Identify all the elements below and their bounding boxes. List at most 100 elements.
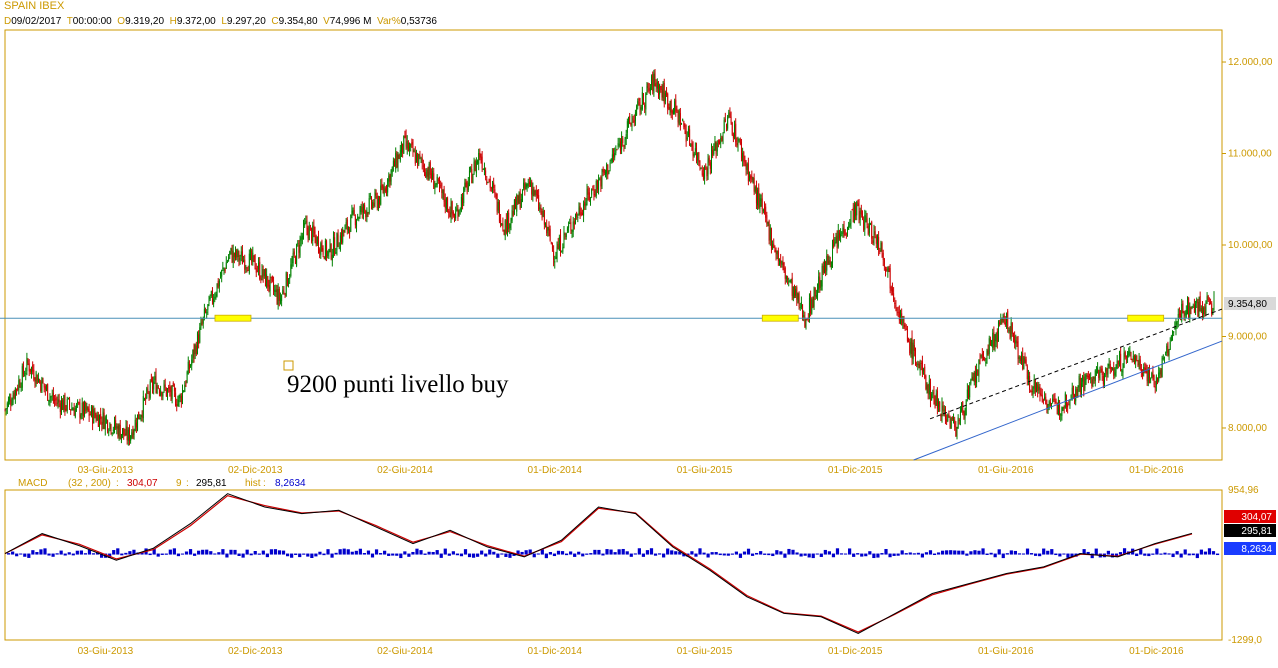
candle-body bbox=[390, 170, 392, 182]
candle-body bbox=[1004, 322, 1006, 325]
macd-hist-bar bbox=[884, 548, 888, 555]
candle-body bbox=[324, 240, 326, 259]
candle-body bbox=[838, 232, 840, 239]
macd-hist-bar bbox=[63, 553, 67, 556]
candle-body bbox=[628, 117, 630, 124]
candle-body bbox=[407, 142, 409, 152]
candle-body bbox=[928, 380, 930, 395]
candle-body bbox=[158, 389, 160, 394]
candle-body bbox=[433, 173, 435, 189]
candle-body bbox=[116, 426, 118, 429]
candle-body bbox=[445, 197, 447, 210]
candle-body bbox=[448, 211, 450, 213]
candle-body bbox=[986, 350, 988, 364]
macd-hist-bar bbox=[657, 553, 662, 555]
macd-hist-bar bbox=[698, 548, 702, 555]
signal-value-box bbox=[1224, 524, 1276, 537]
price-x-tick-label: 01-Giu-2016 bbox=[978, 465, 1034, 476]
candle-body bbox=[1154, 386, 1156, 389]
candle-body bbox=[539, 207, 541, 210]
candle-body bbox=[504, 220, 506, 237]
candle-body bbox=[173, 387, 175, 392]
candle-body bbox=[848, 225, 850, 230]
candle-body bbox=[827, 254, 829, 264]
candle-body bbox=[962, 401, 964, 414]
macd-hist-bar bbox=[674, 551, 678, 555]
candle-body bbox=[1094, 370, 1096, 382]
candle-body bbox=[1079, 377, 1081, 393]
candle-body bbox=[774, 249, 776, 252]
candle-body bbox=[985, 362, 987, 364]
candle-body bbox=[587, 188, 589, 195]
candle-body bbox=[1087, 375, 1089, 378]
candle-body bbox=[984, 358, 986, 361]
candle-body bbox=[1195, 303, 1197, 313]
macd-hist-bar bbox=[132, 549, 136, 555]
candle-body bbox=[956, 430, 958, 435]
candle-body bbox=[10, 399, 12, 405]
macd-hist-bar bbox=[112, 550, 116, 555]
candle-body bbox=[764, 206, 766, 209]
candle-body bbox=[602, 169, 604, 172]
price-y-tick-label: 12.000,00 bbox=[1228, 57, 1273, 68]
macd-hist-bar bbox=[746, 548, 751, 555]
candle-body bbox=[51, 395, 53, 397]
macd-x-tick-label: 02-Dic-2013 bbox=[228, 646, 283, 657]
candle-body bbox=[494, 189, 496, 193]
candle-body bbox=[123, 427, 125, 435]
candle-body bbox=[1206, 296, 1208, 300]
macd-hist-bar bbox=[924, 552, 929, 555]
candle-body bbox=[1174, 327, 1176, 330]
candle-body bbox=[321, 240, 323, 251]
macd-hist-bar bbox=[188, 549, 193, 555]
candle-body bbox=[132, 429, 134, 438]
candle-body bbox=[314, 231, 316, 238]
candle-body bbox=[139, 418, 141, 420]
candle-body bbox=[1048, 401, 1050, 405]
macd-hist-bar bbox=[140, 552, 144, 555]
candle-body bbox=[992, 332, 994, 348]
candle-body bbox=[108, 431, 110, 433]
candle-body bbox=[873, 231, 875, 245]
candle-body bbox=[297, 243, 299, 245]
candle-body bbox=[1203, 307, 1205, 315]
macd-hist-bar bbox=[512, 553, 516, 556]
candle-body bbox=[17, 387, 19, 390]
macd-hist-bar bbox=[322, 553, 326, 556]
macd-hist-bar bbox=[815, 553, 819, 555]
candle-body bbox=[331, 254, 333, 261]
candle-body bbox=[84, 402, 86, 416]
candle-body bbox=[12, 395, 14, 404]
candle-body bbox=[1165, 354, 1167, 356]
candle-body bbox=[1196, 299, 1198, 304]
candle-body bbox=[659, 84, 661, 95]
candle-body bbox=[608, 170, 610, 174]
macd-hist-bar bbox=[759, 551, 763, 555]
macd-hist-bar bbox=[391, 553, 395, 556]
candle-body bbox=[655, 83, 657, 88]
candle-body bbox=[336, 232, 338, 251]
candle-body bbox=[57, 399, 59, 404]
macd-hist-bar bbox=[1143, 553, 1147, 556]
macd-hist-bar bbox=[241, 553, 245, 558]
macd-hist-bar bbox=[641, 553, 646, 557]
candle-body bbox=[472, 174, 474, 184]
candle-body bbox=[940, 413, 942, 417]
candle-body bbox=[179, 394, 181, 399]
candle-body bbox=[1021, 354, 1023, 361]
candle-body bbox=[329, 242, 331, 252]
candle-body bbox=[631, 120, 633, 127]
candle-body bbox=[126, 426, 128, 441]
candle-body bbox=[28, 363, 30, 372]
candle-body bbox=[300, 237, 302, 241]
candle-body bbox=[34, 381, 36, 384]
candle-body bbox=[978, 359, 980, 377]
candle-body bbox=[328, 249, 330, 254]
candle-body bbox=[734, 125, 736, 137]
candle-body bbox=[991, 345, 993, 347]
candle-body bbox=[343, 230, 345, 233]
macd-hist-bar bbox=[1195, 553, 1199, 559]
candle-body bbox=[64, 394, 66, 412]
macd-hist-bar bbox=[261, 550, 265, 555]
